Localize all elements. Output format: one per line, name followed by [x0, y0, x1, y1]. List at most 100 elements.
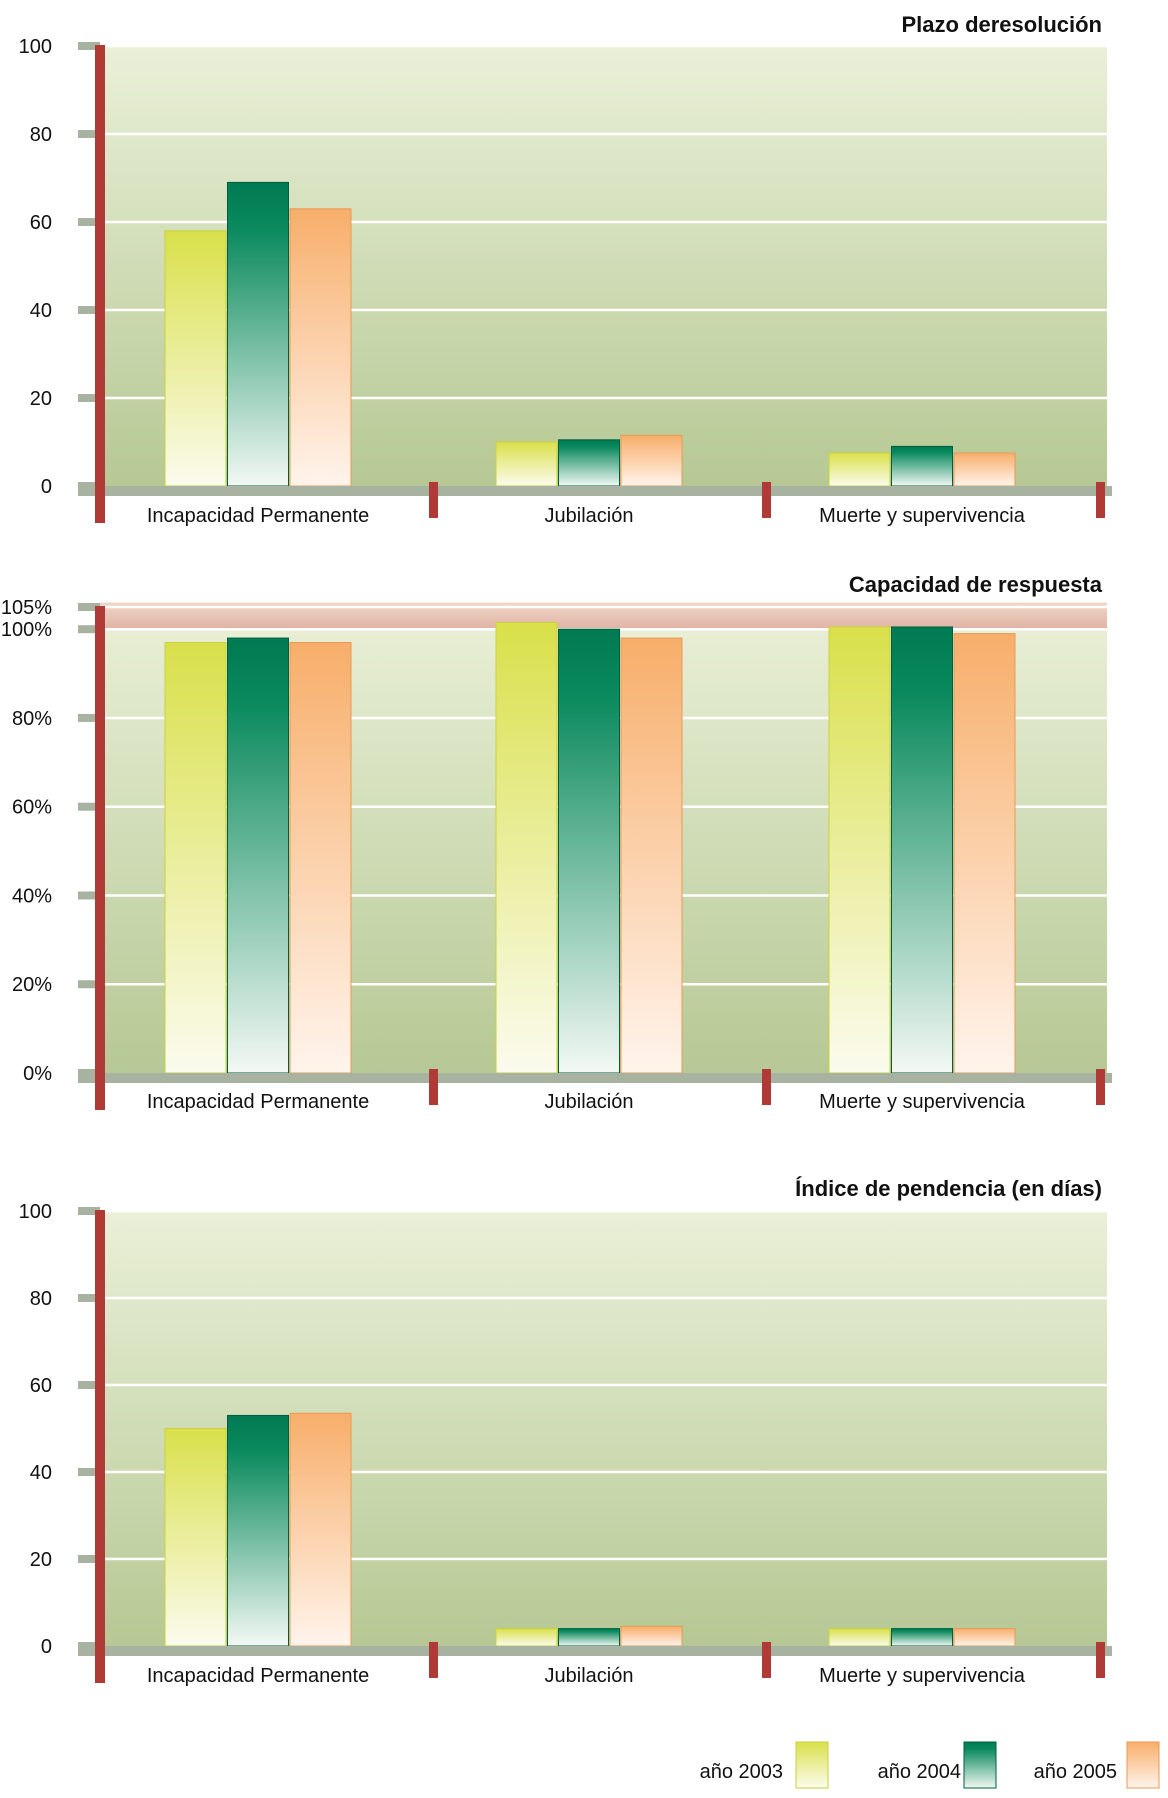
x-axis	[78, 1646, 1112, 1656]
category-separator	[429, 1069, 438, 1105]
legend-swatch	[1126, 1741, 1160, 1789]
y-tick-label: 60	[30, 1375, 52, 1397]
y-tick-label: 40	[30, 300, 52, 322]
bar-1-incapacidad-permanente	[164, 642, 227, 1074]
y-tick-label: 105%	[1, 597, 52, 619]
y-tick-mark	[78, 980, 100, 989]
y-tick-mark	[78, 1468, 100, 1476]
bar-3-jubilación	[620, 1625, 683, 1647]
bar-2-muerte-y-supervivencia	[891, 626, 953, 1074]
y-tick-mark	[78, 1207, 100, 1215]
y-tick-label: 60	[30, 212, 52, 234]
bar-3-incapacidad-permanente	[289, 208, 352, 487]
y-tick-mark	[78, 603, 100, 611]
category-separator	[762, 1069, 771, 1105]
chart-title: Índice de pendencia (en días)	[795, 1176, 1102, 1201]
bar-2-muerte-y-supervivencia	[891, 445, 953, 487]
bar-2-incapacidad-permanente	[227, 1414, 289, 1647]
bar-3-muerte-y-supervivencia	[953, 633, 1016, 1074]
y-tick-mark	[78, 625, 100, 634]
bar-3-muerte-y-supervivencia	[953, 1628, 1016, 1647]
category-label: Jubilación	[545, 1091, 634, 1113]
bar-2-jubilación	[558, 628, 620, 1074]
x-axis	[78, 1073, 1112, 1083]
category-label: Jubilación	[545, 505, 634, 527]
bar-1-jubilación	[495, 622, 558, 1074]
bar-3-jubilación	[620, 637, 683, 1074]
y-tick-mark	[78, 802, 100, 811]
y-tick-label: 20%	[12, 974, 52, 996]
category-label: Incapacidad Permanente	[147, 1091, 369, 1113]
category-label: Jubilación	[545, 1665, 634, 1687]
category-separator	[762, 1642, 771, 1678]
legend-swatch	[963, 1741, 997, 1789]
chart-1: 0 20 40 60 80 100 Incapacidad Permanente Jubila…	[19, 12, 1112, 527]
bar-1-muerte-y-supervivencia	[828, 626, 891, 1074]
category-label: Muerte y supervivencia	[819, 1665, 1026, 1687]
y-tick-label: 100%	[1, 619, 52, 641]
x-axis	[78, 486, 1112, 496]
y-tick-label: 20	[30, 388, 52, 410]
y-tick-mark	[78, 891, 100, 900]
category-separator	[429, 1642, 438, 1678]
bar-1-jubilación	[495, 441, 558, 487]
category-label: Muerte y supervivencia	[819, 505, 1026, 527]
y-tick-label: 0%	[23, 1063, 52, 1085]
y-tick-label: 20	[30, 1549, 52, 1571]
bar-2-incapacidad-permanente	[227, 637, 289, 1074]
bar-3-jubilación	[620, 434, 683, 487]
y-tick-mark	[78, 713, 100, 722]
y-tick-label: 80	[30, 124, 52, 146]
y-tick-label: 100	[19, 36, 52, 58]
category-label: Incapacidad Permanente	[147, 505, 369, 527]
bar-3-muerte-y-supervivencia	[953, 452, 1016, 487]
bar-1-jubilación	[495, 1628, 558, 1647]
y-tick-label: 80%	[12, 708, 52, 730]
bar-2-incapacidad-permanente	[227, 181, 289, 487]
category-separator	[1096, 1069, 1105, 1105]
chart-title: Plazo deresolución	[902, 12, 1103, 37]
y-tick-mark	[78, 42, 100, 50]
y-tick-mark	[78, 130, 100, 138]
category-label: Incapacidad Permanente	[147, 1665, 369, 1687]
bar-3-incapacidad-permanente	[289, 642, 352, 1074]
legend-label: año 2003	[700, 1761, 783, 1783]
category-separator	[1096, 1642, 1105, 1678]
legend-label: año 2005	[1034, 1761, 1117, 1783]
chart-title: Capacidad de respuesta	[849, 572, 1103, 597]
y-tick-mark	[78, 1294, 100, 1302]
bar-1-incapacidad-permanente	[164, 230, 227, 487]
y-axis	[95, 606, 105, 1110]
y-tick-label: 80	[30, 1288, 52, 1310]
category-separator	[762, 482, 771, 518]
category-separator	[429, 482, 438, 518]
legend-swatch	[795, 1741, 829, 1789]
y-tick-mark	[78, 306, 100, 314]
category-separator	[1096, 482, 1105, 518]
category-label: Muerte y supervivencia	[819, 1091, 1026, 1113]
bar-2-jubilación	[558, 439, 620, 487]
y-tick-mark	[78, 1381, 100, 1389]
chart-3: 0 20 40 60 80 100 Incapacidad Permanente Jubila…	[19, 1176, 1112, 1687]
legend: año 2003 año 2004 año 2005	[700, 1741, 1160, 1789]
legend-label: año 2004	[878, 1761, 961, 1783]
y-tick-label: 40%	[12, 885, 52, 907]
y-tick-mark	[78, 218, 100, 226]
bar-2-jubilación	[558, 1628, 620, 1647]
y-tick-label: 60%	[12, 797, 52, 819]
y-tick-label: 100	[19, 1201, 52, 1223]
y-tick-mark	[78, 394, 100, 402]
y-tick-mark	[78, 1555, 100, 1563]
bar-1-muerte-y-supervivencia	[828, 1628, 891, 1647]
y-tick-label: 0	[41, 1636, 52, 1658]
bar-1-incapacidad-permanente	[164, 1428, 227, 1647]
bar-3-incapacidad-permanente	[289, 1412, 352, 1647]
chart-2: 0% 20% 40% 60% 80% 100%105% Incapacidad Perman…	[1, 572, 1112, 1113]
y-tick-label: 0	[41, 476, 52, 498]
y-axis	[95, 45, 105, 523]
bar-1-muerte-y-supervivencia	[828, 452, 891, 487]
y-axis	[95, 1210, 105, 1683]
y-tick-label: 40	[30, 1462, 52, 1484]
bar-2-muerte-y-supervivencia	[891, 1628, 953, 1647]
